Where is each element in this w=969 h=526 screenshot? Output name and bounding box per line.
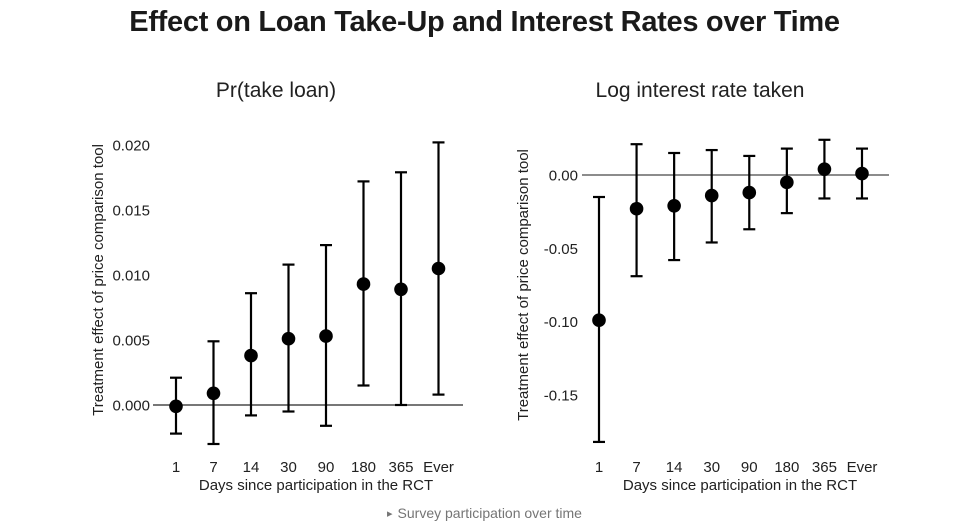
x-tick-label: 14 bbox=[243, 459, 260, 476]
y-tick-label: 0.020 bbox=[112, 138, 150, 155]
data-point bbox=[704, 188, 719, 203]
y-tick-label: 0.000 bbox=[112, 398, 150, 415]
x-tick-label: 30 bbox=[703, 459, 720, 476]
right-x-axis-title: Days since participation in the RCT bbox=[623, 477, 857, 494]
x-tick-label: Ever bbox=[423, 459, 454, 476]
right-panel-title: Log interest rate taken bbox=[596, 79, 805, 102]
data-point bbox=[629, 201, 644, 216]
data-point bbox=[667, 199, 681, 213]
x-tick-label: 365 bbox=[812, 459, 837, 476]
x-tick-label: 90 bbox=[318, 459, 335, 476]
data-point bbox=[394, 282, 408, 297]
data-point bbox=[169, 399, 183, 414]
data-point bbox=[780, 175, 794, 190]
x-tick-label: 180 bbox=[351, 459, 376, 476]
x-tick-label: 14 bbox=[666, 459, 683, 476]
data-point bbox=[356, 277, 371, 291]
data-point bbox=[742, 185, 757, 200]
caption-row: ▸ Survey participation over time bbox=[0, 505, 969, 521]
y-tick-label: -0.10 bbox=[544, 314, 578, 331]
data-point bbox=[431, 261, 446, 276]
x-tick-label: 7 bbox=[632, 459, 640, 476]
panel-log-interest-rate: 0.00 -0.05 -0.10 -0.15 1 7 14 30 90 180 365 Ever bbox=[544, 138, 889, 476]
x-tick-label: 180 bbox=[774, 459, 799, 476]
data-point bbox=[592, 313, 606, 328]
left-x-axis-title: Days since participation in the RCT bbox=[199, 477, 433, 494]
data-point bbox=[855, 166, 869, 181]
data-point bbox=[206, 386, 221, 401]
x-tick-label: 365 bbox=[388, 459, 413, 476]
disclosure-triangle-icon: ▸ bbox=[387, 508, 393, 520]
x-tick-label: Ever bbox=[847, 459, 878, 476]
y-tick-label: 0.00 bbox=[549, 168, 578, 185]
y-tick-label: 0.010 bbox=[112, 268, 150, 285]
y-tick-label: -0.15 bbox=[544, 388, 578, 405]
data-point bbox=[244, 348, 258, 363]
data-point bbox=[281, 331, 296, 346]
left-y-axis-title: Treatment effect of price comparison too… bbox=[90, 144, 107, 416]
x-tick-label: 30 bbox=[280, 459, 297, 476]
x-tick-label: 1 bbox=[172, 459, 180, 476]
data-point bbox=[817, 162, 832, 176]
disclosure-caption[interactable]: ▸ Survey participation over time bbox=[387, 505, 582, 521]
x-tick-label: 7 bbox=[209, 459, 217, 476]
y-tick-label: -0.05 bbox=[544, 241, 578, 258]
right-y-axis-title: Treatment effect of price comparison too… bbox=[515, 149, 532, 421]
panel-pr-take-loan: 0.000 0.005 0.010 0.015 0.020 1 7 14 30 90 180 365 E… bbox=[112, 138, 463, 476]
y-tick-label: 0.015 bbox=[112, 203, 150, 220]
disclosure-caption-label: Survey participation over time bbox=[397, 505, 582, 521]
figure-title: Effect on Loan Take-Up and Interest Rate… bbox=[129, 6, 840, 38]
y-tick-label: 0.005 bbox=[112, 333, 150, 350]
data-point bbox=[319, 329, 333, 343]
x-tick-label: 90 bbox=[741, 459, 758, 476]
left-panel-title: Pr(take loan) bbox=[216, 79, 336, 102]
x-tick-label: 1 bbox=[595, 459, 603, 476]
